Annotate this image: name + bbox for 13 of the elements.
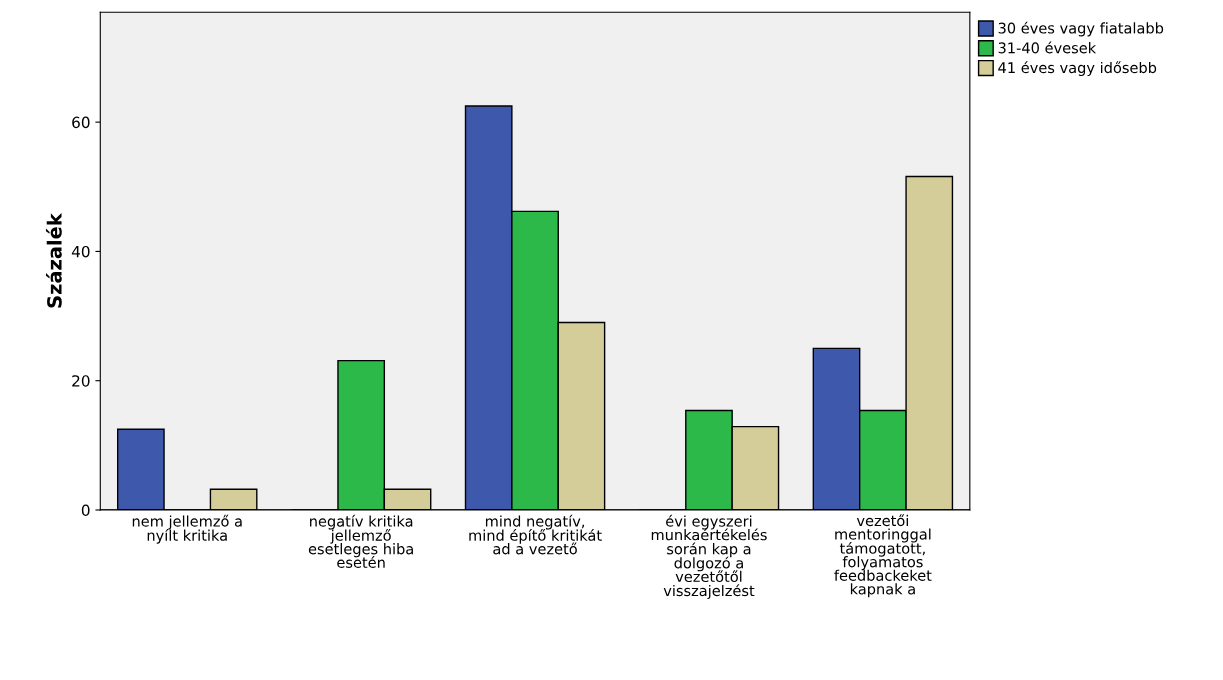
y-tick-label: 20 (72, 375, 90, 387)
y-axis-title: Százalék (45, 212, 62, 308)
x-tick-label: nem jellemző a nyílt kritika (132, 514, 242, 544)
legend-label: 31-40 évesek (998, 41, 1097, 54)
legend-label: 41 éves vagy idősebb (998, 61, 1157, 77)
legend-label: 30 éves vagy fiatalabb (998, 21, 1164, 37)
x-tick-label: vezetői mentoringgal támogatott, folyamatos feedbackeket kapnak a (834, 514, 932, 598)
x-tick-label: negatív kritika jellemző esetleges hiba esetén (308, 514, 413, 568)
x-tick-label: mind negatív, mind építő kritikát ad a vezető (469, 514, 602, 555)
y-tick-label: 60 (72, 116, 90, 129)
y-tick-label: 40 (71, 245, 90, 258)
x-tick-label: évi egyszeri munkaértékelés során kap a dolgozó a vezetőtől visszajelzést (651, 514, 767, 600)
y-tick-label: 0 (81, 504, 90, 517)
